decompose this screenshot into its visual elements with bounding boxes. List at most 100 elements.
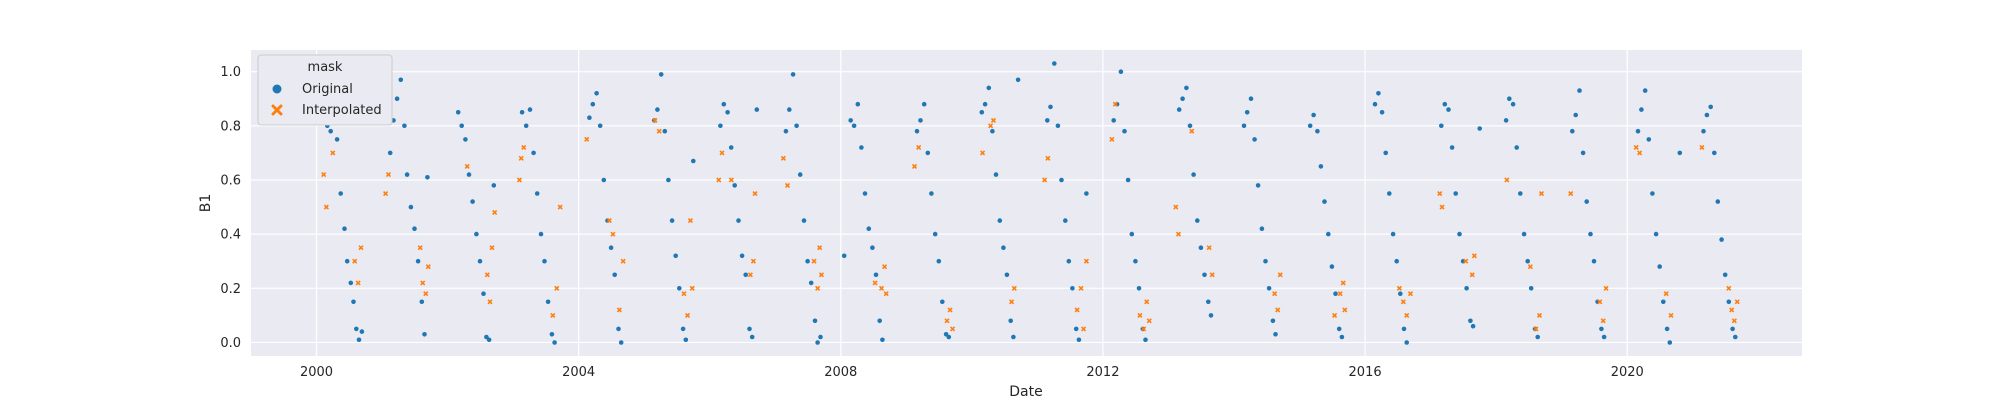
data-point-original	[783, 128, 789, 134]
data-point-original	[859, 145, 864, 150]
data-point-original	[415, 258, 421, 264]
data-point-original	[1401, 326, 1407, 332]
data-point-interpolated	[780, 155, 786, 161]
data-point-interpolated	[1083, 258, 1089, 264]
data-point-interpolated	[1729, 307, 1735, 313]
data-point-interpolated	[358, 245, 364, 251]
data-point-original	[866, 226, 872, 231]
data-point-interpolated	[684, 312, 691, 318]
y-tick-label: 0.0	[220, 336, 241, 351]
data-point-original	[542, 258, 547, 264]
data-point-original	[425, 175, 430, 180]
data-point-interpolated	[728, 177, 734, 183]
data-point-original	[743, 272, 748, 278]
data-point-original	[422, 332, 427, 337]
data-point-interpolated	[1538, 190, 1545, 197]
data-point-interpolated	[420, 280, 426, 286]
data-point-original	[739, 253, 745, 259]
data-point-interpolated	[1396, 285, 1402, 291]
data-point-interpolated	[815, 285, 821, 291]
data-point-original	[790, 72, 796, 77]
data-point-original	[1136, 286, 1142, 291]
data-point-original	[1329, 264, 1335, 269]
data-point-interpolated	[1080, 326, 1087, 332]
data-point-original	[1311, 112, 1316, 118]
data-point-original	[1635, 128, 1641, 134]
data-point-original	[1318, 164, 1324, 169]
data-point-original	[1055, 123, 1061, 129]
data-point-interpolated	[916, 144, 922, 151]
data-point-original	[1004, 272, 1010, 278]
data-point-original	[1453, 191, 1458, 196]
data-point-original	[1650, 191, 1655, 196]
data-point-original	[1449, 145, 1455, 150]
data-point-original	[1514, 145, 1519, 150]
data-point-original	[1733, 334, 1738, 340]
data-point-original	[1588, 231, 1593, 237]
data-point-original	[1573, 112, 1578, 118]
data-point-interpolated	[1206, 245, 1212, 251]
data-point-original	[1259, 226, 1265, 231]
data-point-original	[925, 150, 931, 156]
x-tick-label: 2020	[1611, 365, 1644, 380]
data-point-original	[815, 340, 820, 345]
data-point-interpolated	[1527, 264, 1533, 270]
y-axis-label: B1	[198, 194, 214, 213]
data-point-original	[870, 245, 875, 250]
data-point-original	[545, 299, 551, 305]
data-point-interpolated	[1603, 285, 1609, 291]
data-point-interpolated	[1668, 312, 1674, 318]
data-point-original	[354, 326, 359, 332]
data-point-original	[597, 123, 603, 129]
data-point-original	[1011, 334, 1016, 340]
data-point-interpolated	[1146, 318, 1152, 324]
data-point-interpolated	[1078, 285, 1084, 291]
data-point-original	[474, 231, 479, 237]
data-point-original	[408, 204, 414, 210]
data-point-original	[1446, 107, 1451, 112]
data-point-interpolated	[988, 123, 994, 129]
data-point-original	[848, 118, 853, 123]
data-point-original	[1708, 104, 1713, 110]
data-point-original	[1535, 334, 1540, 340]
x-axis-ticks: 2000 2004 2008 2012 2016 2020	[300, 365, 1644, 380]
data-point-original	[1712, 150, 1717, 156]
data-point-original	[1376, 91, 1381, 96]
data-point-original	[880, 337, 885, 343]
data-point-original	[1255, 183, 1261, 188]
data-point-original	[1503, 118, 1509, 123]
data-point-original	[669, 218, 675, 223]
data-point-original	[932, 231, 938, 237]
data-point-interpolated	[747, 272, 753, 278]
data-point-interpolated	[878, 285, 885, 291]
data-point-original	[812, 318, 818, 324]
data-point-original	[1048, 104, 1053, 110]
data-point-original	[1726, 299, 1732, 305]
data-point-interpolated	[1699, 144, 1705, 151]
data-point-original	[1372, 101, 1378, 107]
data-point-interpolated	[584, 136, 590, 142]
data-point-original	[1704, 112, 1710, 118]
data-point-original	[519, 110, 525, 115]
data-point-original	[851, 123, 857, 129]
data-point-original	[618, 340, 624, 345]
data-point-original	[1059, 177, 1064, 183]
data-point-original	[1719, 237, 1724, 242]
data-point-original	[342, 226, 347, 231]
data-point-original	[1307, 123, 1313, 129]
data-point-original	[1657, 264, 1662, 269]
data-point-original	[818, 334, 823, 340]
data-point-original	[1001, 245, 1006, 250]
data-point-interpolated	[1340, 280, 1346, 286]
data-point-original	[1263, 258, 1268, 264]
data-point-original	[1322, 199, 1327, 204]
data-point-interpolated	[464, 163, 470, 170]
data-point-original	[608, 245, 614, 250]
data-point-original	[662, 128, 668, 134]
data-point-original	[993, 172, 999, 177]
data-point-original	[986, 85, 992, 91]
data-point-interpolated	[784, 182, 791, 188]
data-point-original	[794, 123, 799, 129]
data-point-interpolated	[1533, 326, 1539, 332]
data-point-interpolated	[550, 312, 556, 318]
